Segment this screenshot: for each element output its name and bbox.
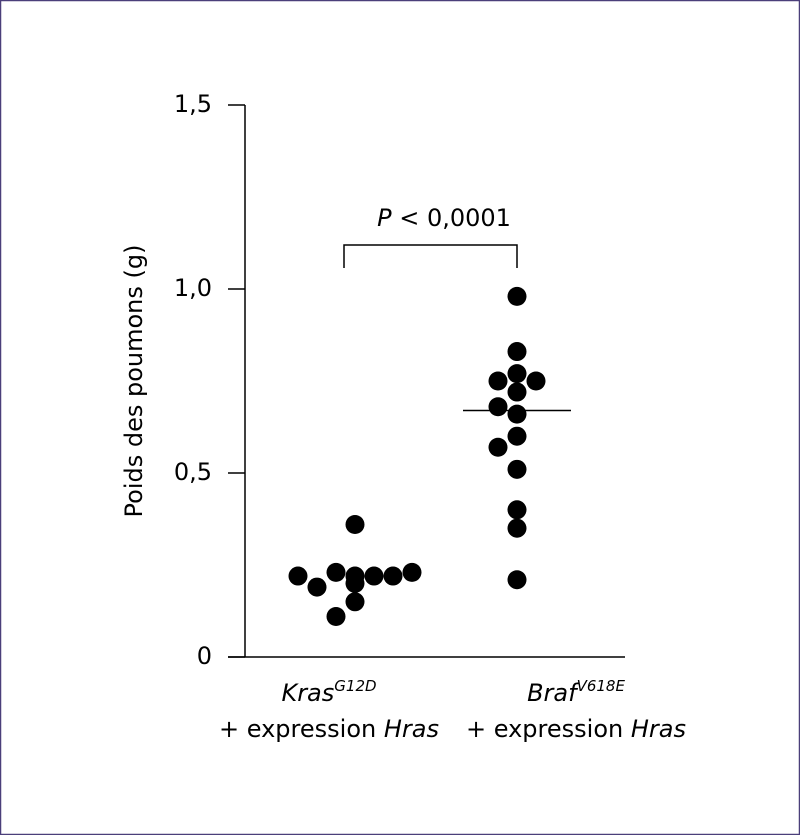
category-detail-text: + expression <box>219 715 376 743</box>
data-point <box>307 577 327 597</box>
data-point <box>526 371 546 391</box>
data-point <box>488 371 508 391</box>
data-point <box>507 364 527 384</box>
data-point <box>507 404 527 424</box>
data-point <box>507 342 527 362</box>
category-allele: G12D <box>334 677 376 695</box>
category-label: KrasG12D <box>281 677 376 707</box>
y-tick-label: 0,5 <box>174 458 212 486</box>
category-label: BrafV618E <box>527 677 625 707</box>
data-point <box>383 566 403 586</box>
data-point <box>507 518 527 538</box>
bracket <box>343 244 518 268</box>
category-detail: + expression Hras <box>466 715 686 743</box>
annotation-text: < 0,0001 <box>399 204 511 232</box>
data-point <box>345 566 365 586</box>
y-axis-label: Poids des poumons (g) <box>120 245 148 518</box>
category-detail: + expression Hras <box>219 715 439 743</box>
data-point <box>507 500 527 520</box>
data-point <box>364 566 384 586</box>
y-tick-label: 0 <box>197 642 212 670</box>
annotation: P < 0,0001 <box>377 204 511 232</box>
data-point <box>507 426 527 446</box>
data-point <box>402 562 422 582</box>
data-point <box>326 562 346 582</box>
category-detail-gene: Hras <box>631 715 686 743</box>
category-gene: Kras <box>281 679 334 707</box>
y-tick-label: 1,5 <box>174 90 212 118</box>
data-point <box>507 382 527 402</box>
data-point <box>507 286 527 306</box>
category-gene: Braf <box>527 679 580 707</box>
category-allele: V618E <box>577 677 626 695</box>
data-point <box>488 437 508 457</box>
data-point <box>488 397 508 417</box>
data-point <box>345 515 365 535</box>
category-detail-gene: Hras <box>384 715 439 743</box>
y-tick-label: 1,0 <box>174 274 212 302</box>
category-detail-text: + expression <box>466 715 623 743</box>
data-point <box>507 570 527 590</box>
data-point <box>288 566 308 586</box>
data-point <box>345 592 365 612</box>
annotation-italic: P <box>377 204 392 232</box>
data-point <box>507 459 527 479</box>
data-point <box>326 607 346 627</box>
